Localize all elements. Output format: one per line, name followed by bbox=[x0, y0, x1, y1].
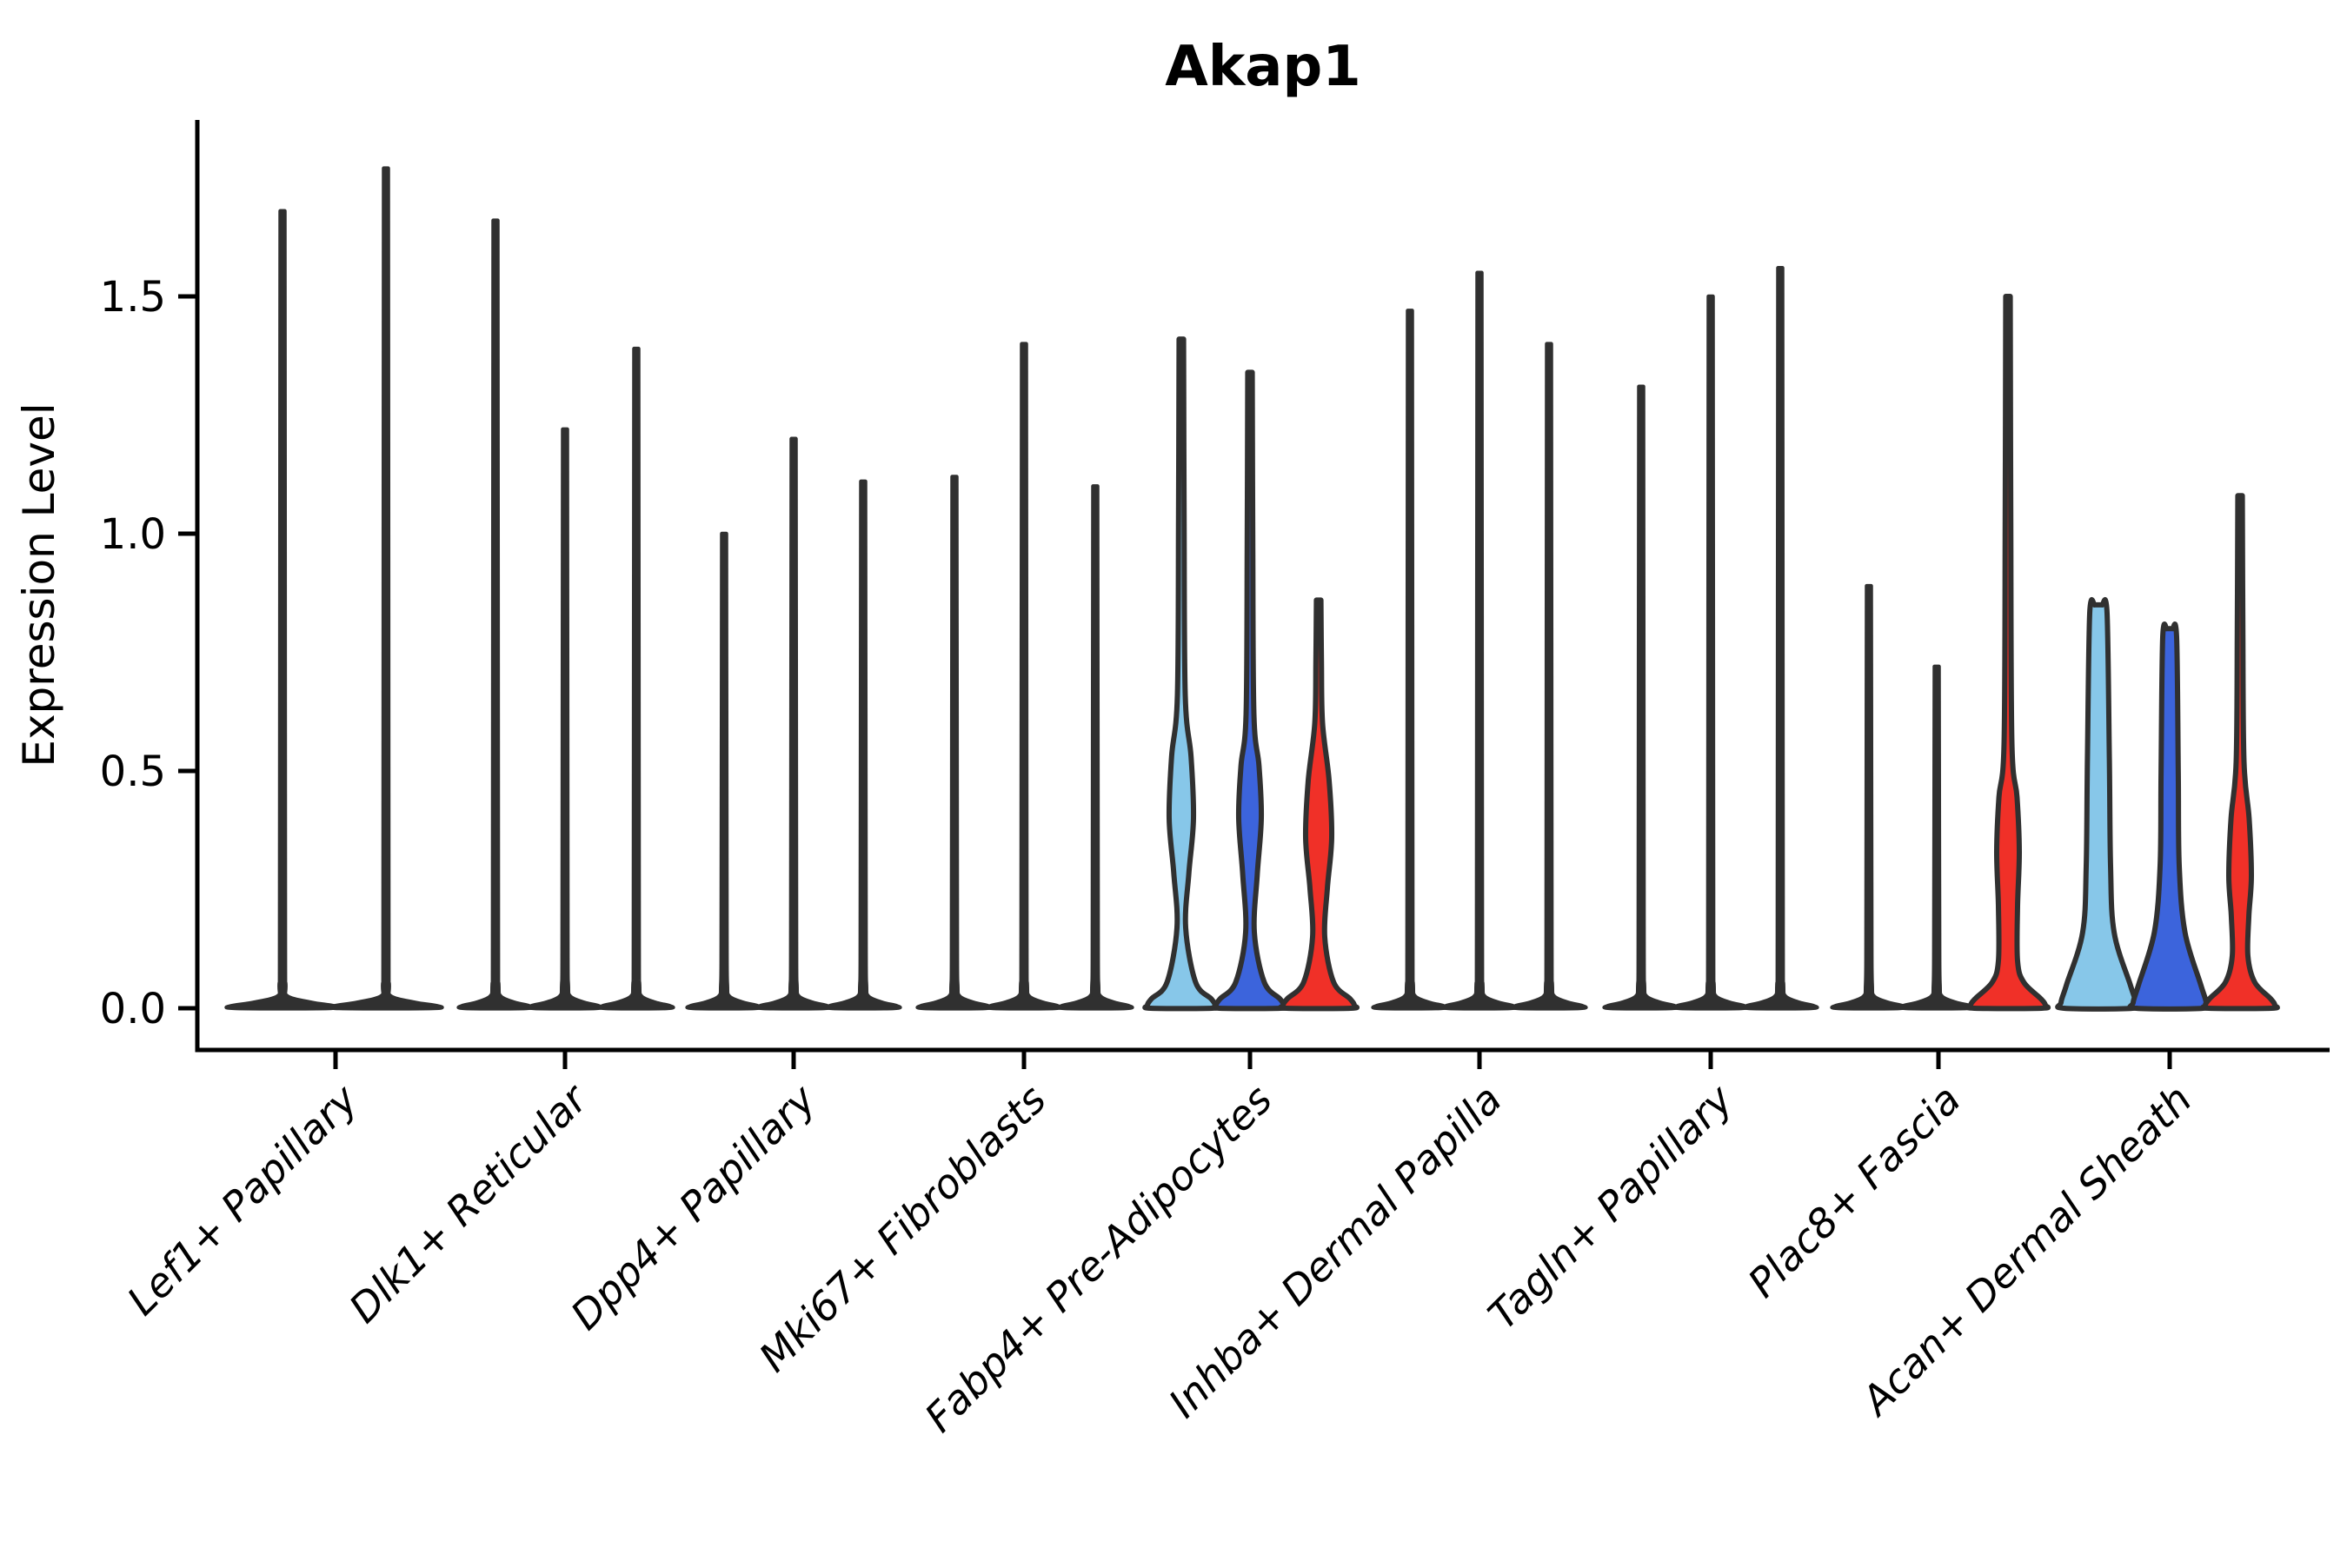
violin-spike bbox=[1510, 342, 1588, 1011]
violin-spike bbox=[1371, 309, 1449, 1011]
x-tick-label: Dpp4+ Papillary bbox=[562, 1075, 825, 1339]
violin-bulge bbox=[1211, 369, 1289, 1012]
y-tick-label: 1.5 bbox=[100, 273, 166, 322]
violin-spike bbox=[1672, 294, 1750, 1011]
violin-spike bbox=[985, 342, 1063, 1011]
violin-spike bbox=[328, 166, 444, 1011]
x-tick-label: Tagln+ Papillary bbox=[1479, 1075, 1742, 1339]
violin-spike bbox=[597, 346, 675, 1011]
violins-layer bbox=[224, 166, 2280, 1012]
y-tick-label: 0.0 bbox=[100, 985, 166, 1033]
violin-bulge bbox=[2200, 493, 2280, 1012]
violin-spike bbox=[685, 531, 763, 1011]
y-axis-title: Expression Level bbox=[14, 402, 64, 767]
plot-title: Akap1 bbox=[1165, 35, 1361, 99]
y-tick-label: 0.5 bbox=[100, 747, 166, 796]
violin-spike bbox=[1602, 384, 1680, 1011]
violin-bulge bbox=[1142, 336, 1220, 1012]
violin-spike bbox=[526, 427, 604, 1011]
violin-spike bbox=[1056, 484, 1134, 1011]
violin-column bbox=[2055, 597, 2142, 1012]
violin-bulge bbox=[1278, 597, 1360, 1012]
violin-spike bbox=[1741, 265, 1819, 1011]
axes-layer bbox=[178, 120, 2330, 1069]
violin-spike bbox=[915, 475, 994, 1011]
x-tick-label: Plac8+ Fascia bbox=[1739, 1076, 1969, 1306]
violin-spike bbox=[1898, 664, 1976, 1011]
violin-spike bbox=[224, 209, 341, 1011]
y-tick-label: 1.0 bbox=[100, 510, 166, 559]
violin-spike bbox=[456, 218, 535, 1011]
violin-column bbox=[2127, 621, 2212, 1012]
violin-bulge bbox=[1965, 294, 2051, 1012]
violin-spike bbox=[1440, 270, 1519, 1011]
x-tick-label: Dlk1+ Reticular bbox=[340, 1073, 598, 1332]
x-tick-label: Lef1+ Papillary bbox=[118, 1075, 367, 1324]
violin-spike bbox=[1830, 583, 1908, 1011]
violin-spike bbox=[824, 479, 902, 1011]
violin-spike bbox=[755, 436, 833, 1011]
